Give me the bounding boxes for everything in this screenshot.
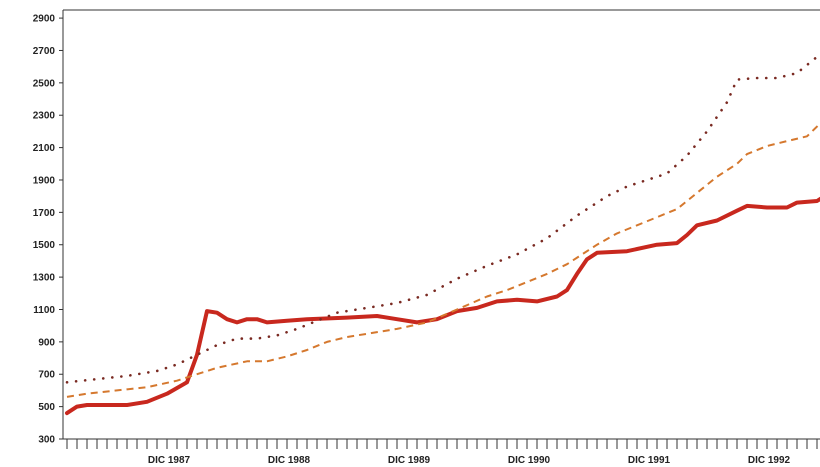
y-tick-label: 2500 xyxy=(33,78,56,89)
y-tick-label: 1700 xyxy=(33,208,56,219)
x-tick-label: DIC 1987 xyxy=(148,455,191,466)
y-tick-label: 1900 xyxy=(33,175,56,186)
series-line-dashed xyxy=(66,122,820,398)
y-tick-label: 1300 xyxy=(33,273,56,284)
y-tick-label: 500 xyxy=(38,402,55,413)
y-tick-label: 2300 xyxy=(33,111,56,122)
y-tick-label: 2900 xyxy=(33,14,56,25)
series-layer xyxy=(65,53,820,416)
series-line-dotted xyxy=(65,53,820,384)
x-tick-label: DIC 1990 xyxy=(508,455,551,466)
x-tick-label: DIC 1991 xyxy=(628,455,671,466)
y-tick-label: 300 xyxy=(38,435,55,446)
y-tick-label: 2100 xyxy=(33,143,56,154)
y-tick-label: 900 xyxy=(38,337,55,348)
x-axis: DIC 1987 DIC 1988 DIC 1989 DIC 1990 DIC 1991… xyxy=(66,439,818,466)
y-tick-label: 700 xyxy=(38,370,55,381)
x-tick-label: DIC 1989 xyxy=(388,455,431,466)
y-tick-label: 2700 xyxy=(33,46,56,57)
y-axis: 300 500 700 900 1100 1300 1500 1700 1900 2100 2300… xyxy=(33,14,63,446)
y-tick-label: 1500 xyxy=(33,240,56,251)
y-tick-label: 1100 xyxy=(33,305,55,316)
series-line-solid xyxy=(65,196,820,416)
x-tick-label: DIC 1988 xyxy=(268,455,311,466)
x-tick-label: DIC 1992 xyxy=(748,455,791,466)
plot-frame xyxy=(62,9,820,440)
